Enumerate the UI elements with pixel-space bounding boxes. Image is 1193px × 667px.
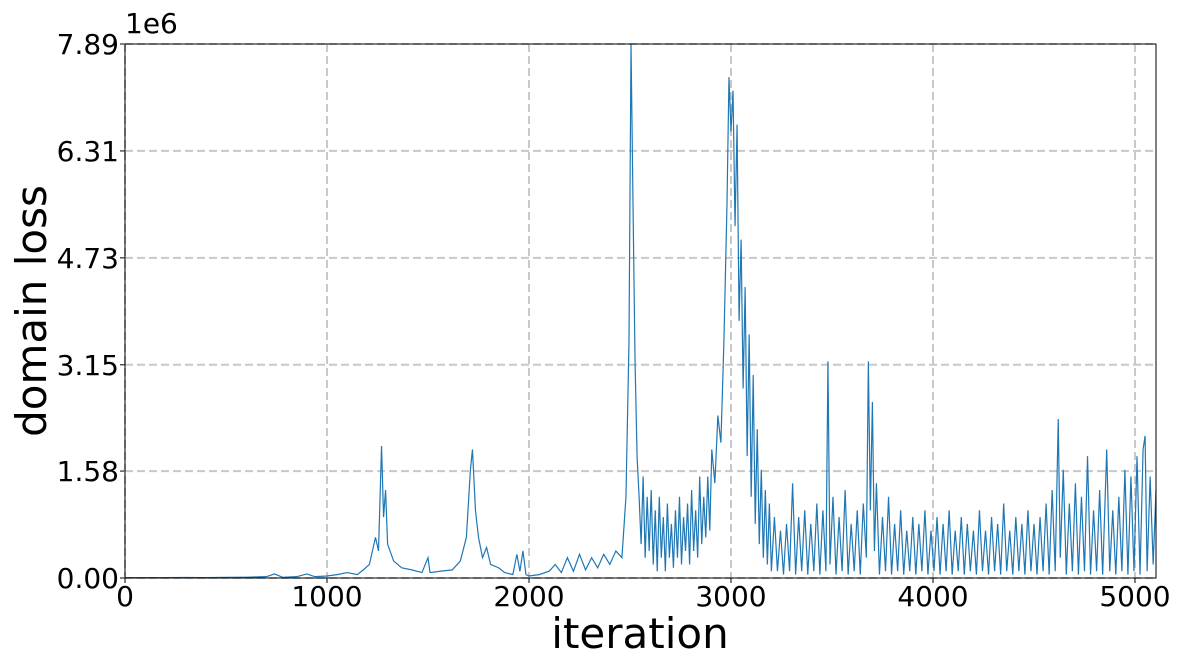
y-tick-label: 0.00 xyxy=(57,562,119,595)
line-series xyxy=(124,43,1157,579)
x-tick-label: 5000 xyxy=(1099,580,1170,613)
y-tick-label: 7.89 xyxy=(57,28,119,61)
y-tick-label: 1.58 xyxy=(57,455,119,488)
x-tick-label: 4000 xyxy=(897,580,968,613)
x-tick-label: 1000 xyxy=(291,580,362,613)
plot-frame xyxy=(124,43,1157,579)
x-tick-label: 3000 xyxy=(695,580,766,613)
x-tick-label: 2000 xyxy=(493,580,564,613)
y-axis-label: domain loss xyxy=(7,185,56,437)
y-tick-label: 4.73 xyxy=(57,242,119,275)
y-offset-label: 1e6 xyxy=(125,7,178,40)
x-axis-label: iteration xyxy=(551,609,728,658)
y-tick-label: 6.31 xyxy=(57,135,119,168)
y-tick-label: 3.15 xyxy=(57,349,119,382)
x-tick-label: 0 xyxy=(116,580,134,613)
